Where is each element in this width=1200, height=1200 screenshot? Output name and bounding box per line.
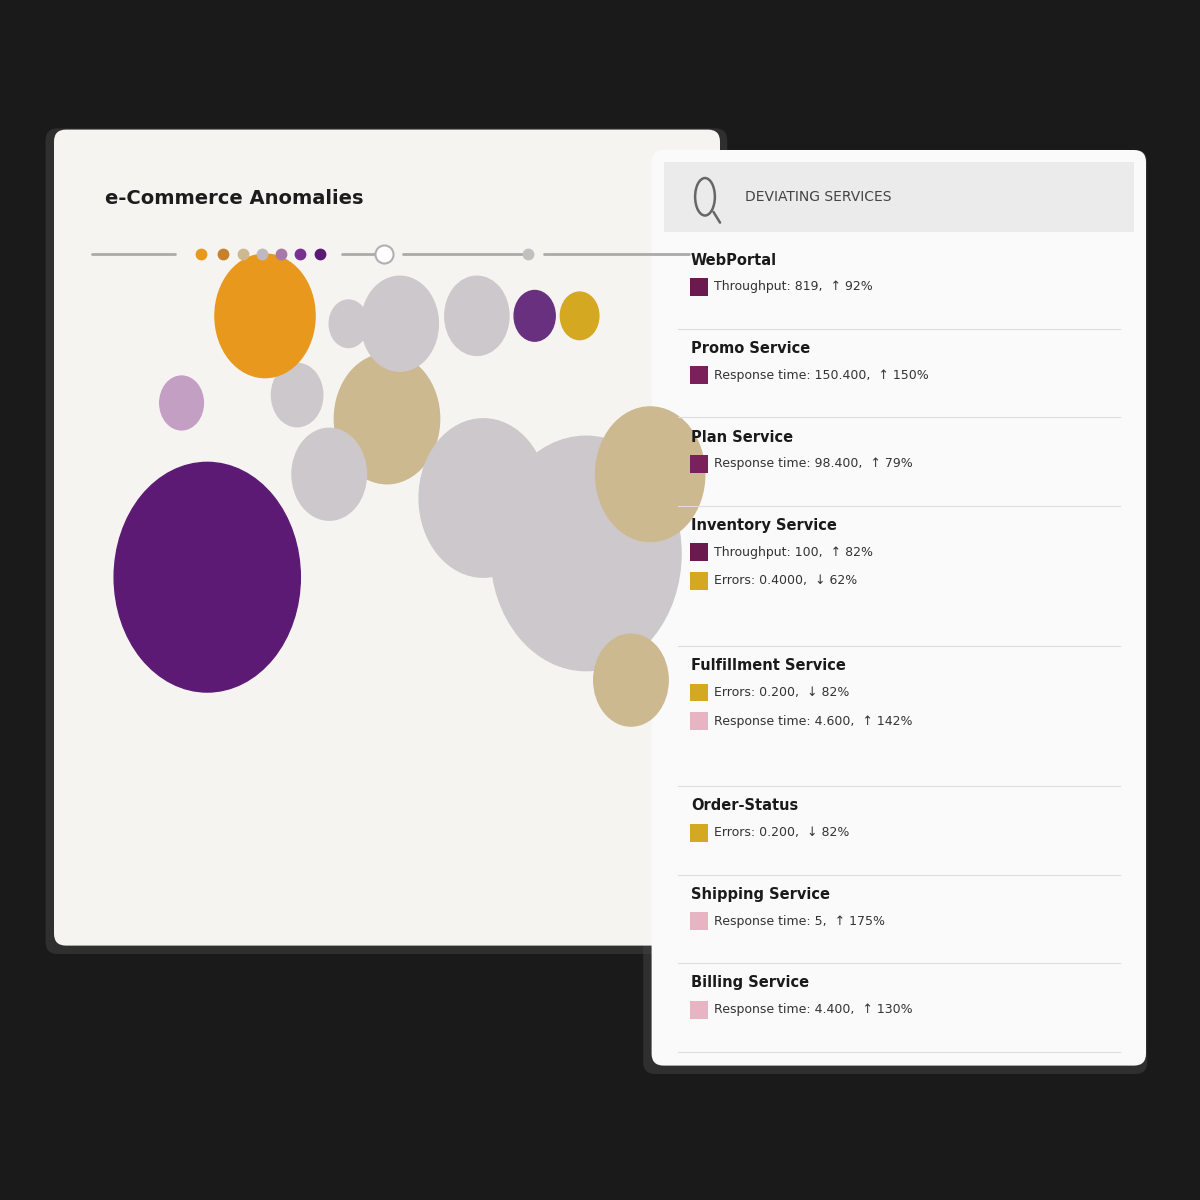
Circle shape — [361, 276, 438, 371]
FancyBboxPatch shape — [690, 544, 708, 562]
Circle shape — [594, 635, 668, 726]
Circle shape — [445, 276, 509, 355]
Text: Order-Status: Order-Status — [691, 798, 798, 814]
Text: Throughput: 100,  ↑ 82%: Throughput: 100, ↑ 82% — [714, 546, 874, 559]
Circle shape — [335, 354, 439, 484]
Text: Response time: 150.400,  ↑ 150%: Response time: 150.400, ↑ 150% — [714, 368, 929, 382]
FancyBboxPatch shape — [664, 162, 1134, 232]
Text: e-Commerce Anomalies: e-Commerce Anomalies — [104, 190, 364, 208]
Text: WebPortal: WebPortal — [691, 252, 778, 268]
Circle shape — [160, 376, 203, 430]
Circle shape — [514, 290, 556, 341]
Circle shape — [595, 407, 704, 541]
Circle shape — [491, 437, 682, 671]
Text: Throughput: 819,  ↑ 92%: Throughput: 819, ↑ 92% — [714, 281, 874, 293]
Circle shape — [292, 428, 366, 520]
Text: Inventory Service: Inventory Service — [691, 518, 836, 533]
Text: Plan Service: Plan Service — [691, 430, 793, 444]
Circle shape — [419, 419, 547, 577]
Text: Response time: 5,  ↑ 175%: Response time: 5, ↑ 175% — [714, 914, 886, 928]
Text: Errors: 0.200,  ↓ 82%: Errors: 0.200, ↓ 82% — [714, 686, 850, 700]
FancyBboxPatch shape — [690, 455, 708, 473]
Text: Errors: 0.4000,  ↓ 62%: Errors: 0.4000, ↓ 62% — [714, 575, 858, 587]
Text: DEVIATING SERVICES: DEVIATING SERVICES — [744, 190, 892, 204]
Text: Response time: 98.400,  ↑ 79%: Response time: 98.400, ↑ 79% — [714, 457, 913, 470]
FancyBboxPatch shape — [690, 278, 708, 295]
FancyBboxPatch shape — [690, 366, 708, 384]
Text: Shipping Service: Shipping Service — [691, 887, 830, 902]
FancyBboxPatch shape — [690, 712, 708, 730]
Circle shape — [271, 364, 323, 427]
Text: Promo Service: Promo Service — [691, 341, 810, 356]
Text: Response time: 4.400,  ↑ 130%: Response time: 4.400, ↑ 130% — [714, 1003, 913, 1016]
Text: Billing Service: Billing Service — [691, 976, 809, 990]
FancyBboxPatch shape — [690, 823, 708, 841]
Circle shape — [215, 254, 316, 378]
FancyBboxPatch shape — [690, 572, 708, 590]
Text: Response time: 4.600,  ↑ 142%: Response time: 4.600, ↑ 142% — [714, 714, 913, 727]
Text: Errors: 0.200,  ↓ 82%: Errors: 0.200, ↓ 82% — [714, 826, 850, 839]
Circle shape — [329, 300, 367, 348]
FancyBboxPatch shape — [690, 912, 708, 930]
Circle shape — [560, 292, 599, 340]
Text: Fulfillment Service: Fulfillment Service — [691, 659, 846, 673]
FancyBboxPatch shape — [690, 1001, 708, 1019]
FancyBboxPatch shape — [690, 684, 708, 702]
Circle shape — [114, 462, 300, 692]
